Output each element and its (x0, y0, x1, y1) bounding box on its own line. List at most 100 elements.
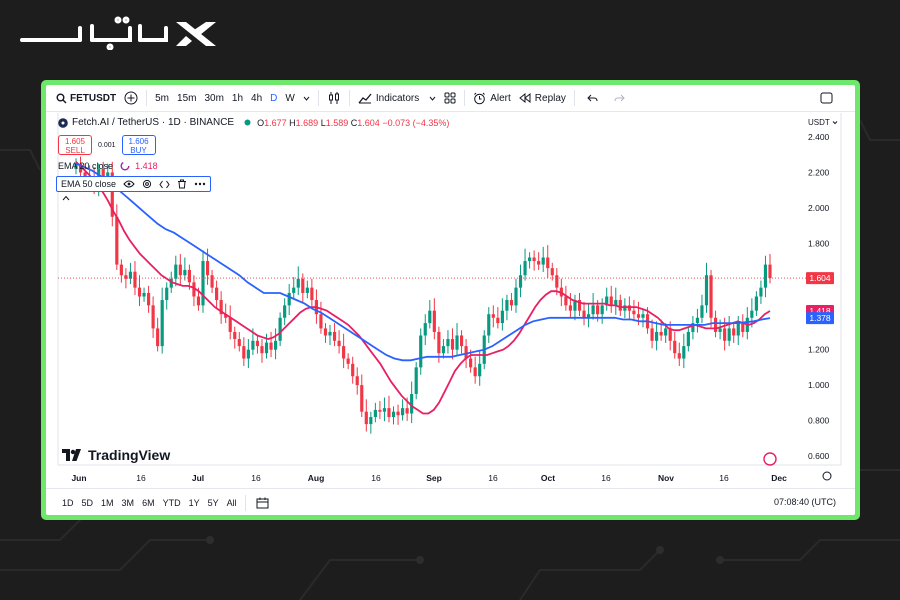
interval-15m[interactable]: 15m (177, 92, 197, 104)
compare-symbol-button[interactable] (120, 85, 142, 111)
candle-body (360, 385, 364, 412)
candle-body (750, 310, 754, 318)
replay-label: Replay (534, 92, 566, 104)
range-ytd[interactable]: YTD (162, 497, 181, 508)
undo-button[interactable] (579, 85, 606, 111)
interval-dropdown[interactable] (299, 85, 314, 111)
high-value: 1.689 (295, 117, 319, 128)
range-all[interactable]: All (226, 497, 237, 508)
candle-body (614, 300, 618, 306)
candle-body (732, 328, 736, 336)
replay-button[interactable]: Replay (515, 85, 570, 111)
candle-body (228, 317, 232, 332)
range-6m[interactable]: 6M (142, 497, 155, 508)
fullscreen-button[interactable] (816, 85, 837, 111)
toolbar-divider (244, 494, 246, 511)
range-1d[interactable]: 1D (62, 497, 74, 508)
settings-gear-icon[interactable] (142, 179, 152, 189)
screenshot-frame: FETUSDT 5m 15m 30m 1h 4h D W Indicato (41, 80, 860, 520)
interval-4h[interactable]: 4h (251, 92, 263, 104)
range-1m[interactable]: 1M (101, 497, 114, 508)
candle-body (695, 317, 700, 324)
toolbar-divider (573, 90, 575, 106)
utc-clock[interactable]: 07:08:40 (UTC) (773, 497, 836, 507)
layout-templates-button[interactable] (440, 85, 460, 111)
ema50-label: EMA 50 close (61, 179, 117, 189)
candle-body (83, 172, 87, 176)
toolbar-divider (464, 90, 466, 106)
candle-body (473, 367, 477, 377)
fetch-ai-logo-icon (58, 117, 68, 128)
symbol-search[interactable]: FETUSDT (46, 85, 120, 111)
candle-body (464, 346, 468, 359)
candle-body (169, 278, 173, 288)
candle-body (713, 317, 718, 332)
candle-body (727, 328, 731, 341)
range-1y[interactable]: 1Y (188, 497, 200, 508)
interval-5m[interactable]: 5m (155, 92, 170, 104)
ema20-legend[interactable]: EMA 20 close 1.418 (58, 161, 158, 171)
candle-body (287, 292, 291, 306)
x-tick-label: Aug (308, 473, 325, 483)
ema50-legend[interactable]: EMA 50 close (56, 176, 212, 192)
candle-body (700, 305, 704, 318)
candle-body (224, 314, 228, 318)
sell-button[interactable]: 1.605 SELL (58, 135, 92, 155)
date-range-calendar-icon[interactable] (256, 497, 269, 509)
eye-icon[interactable] (123, 180, 135, 188)
candle-body (128, 271, 133, 279)
candle-body (478, 363, 482, 377)
candle-body (151, 305, 155, 329)
trash-icon[interactable] (177, 179, 187, 189)
range-5d[interactable]: 5D (81, 497, 94, 508)
range-5y[interactable]: 5Y (207, 497, 219, 508)
collapse-legend-button[interactable] (62, 193, 70, 203)
candle-body (178, 264, 182, 276)
candle-body (110, 172, 114, 217)
more-options-icon[interactable] (194, 182, 206, 186)
candle-body (759, 287, 763, 297)
tradingview-logo[interactable]: TradingView (62, 447, 170, 463)
x-tick-label: 16 (136, 473, 146, 483)
x-tick-label: 16 (488, 473, 498, 483)
currency-selector[interactable]: USDT (808, 118, 838, 127)
chart-type-button[interactable] (323, 85, 345, 111)
interval-1h[interactable]: 1h (231, 92, 244, 104)
x-tick-label: Jun (71, 473, 86, 483)
candle-body (346, 358, 350, 364)
candle-body (410, 393, 414, 414)
y-tick-label: 2.400 (808, 132, 830, 142)
buy-button[interactable]: 1.606 BUY (121, 135, 156, 155)
candle-body (573, 300, 577, 311)
interval-d[interactable]: D (270, 92, 278, 104)
candle-body (165, 287, 169, 301)
symbol-title: Fetch.AI / TetherUS · 1D · BINANCE (72, 117, 235, 128)
price-chart[interactable]: 2.4002.2002.0001.8001.6001.4001.2001.000… (46, 85, 855, 488)
candle-body (596, 305, 600, 315)
indicators-button[interactable]: Indicators (354, 85, 440, 111)
candle-body (523, 261, 527, 276)
toolbar-divider (348, 90, 350, 106)
x-tick-label: Oct (541, 473, 555, 483)
interval-30m[interactable]: 30m (204, 92, 224, 104)
candle-body (237, 339, 241, 347)
source-code-icon[interactable] (159, 180, 170, 189)
candle-body (686, 331, 690, 347)
candle-body (641, 314, 645, 318)
x-tick-label: Jul (192, 473, 204, 483)
candle-body (455, 335, 459, 350)
candle-body (491, 314, 495, 318)
alert-button[interactable]: Alert (469, 85, 515, 111)
x-tick-label: 16 (719, 473, 729, 483)
redo-button[interactable] (606, 85, 633, 111)
close-label: C (350, 117, 358, 128)
buy-price: 1.606 (128, 137, 149, 146)
range-3m[interactable]: 3M (121, 497, 135, 508)
candle-body (351, 363, 355, 377)
candle-body (133, 271, 137, 288)
candle-body (391, 411, 396, 418)
candle-body (246, 349, 250, 359)
candle-body (586, 314, 591, 318)
interval-w[interactable]: W (285, 92, 295, 104)
candle-body (582, 310, 586, 318)
